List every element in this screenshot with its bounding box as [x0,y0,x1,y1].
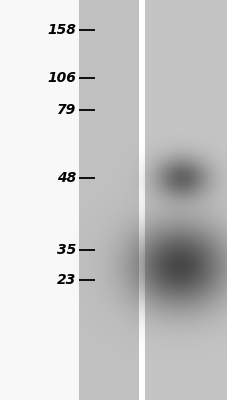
Text: 48: 48 [57,171,76,185]
Bar [0,0,78,400]
Text: 79: 79 [57,103,76,117]
Text: 106: 106 [47,71,76,85]
Bar [144,0,227,400]
Bar [138,0,144,400]
Text: 35: 35 [57,243,76,257]
Text: 158: 158 [47,23,76,37]
Text: 23: 23 [57,273,76,287]
Bar [78,0,138,400]
